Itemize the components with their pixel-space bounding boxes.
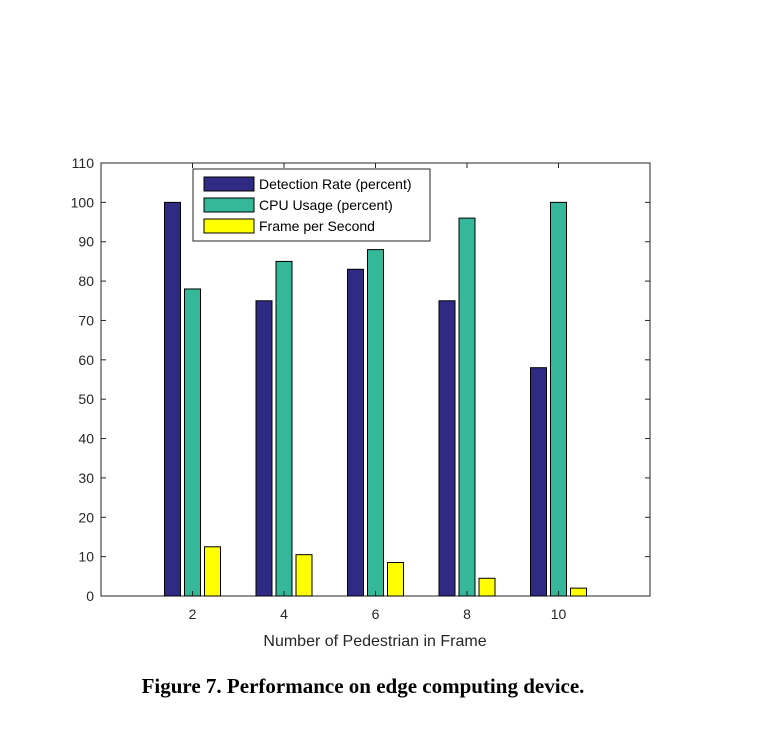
bar — [184, 288, 201, 597]
legend-swatch — [203, 176, 255, 192]
figure-caption: Figure 7. Performance on edge computing … — [141, 674, 585, 698]
y-tick-label: 60 — [78, 352, 94, 368]
x-axis: 2 4 6 8 10 — [189, 163, 567, 622]
bar — [478, 577, 496, 597]
x-tick-label: 2 — [189, 606, 197, 622]
bar — [204, 546, 221, 597]
bar — [530, 367, 547, 597]
y-tick-label: 30 — [78, 470, 94, 486]
bar — [164, 201, 181, 597]
legend-label: CPU Usage (percent) — [259, 197, 393, 213]
y-axis: 0 10 20 30 40 50 60 70 80 90 100 110 — [71, 155, 650, 604]
legend-swatch — [203, 218, 255, 234]
y-tick-label: 110 — [72, 155, 95, 171]
bar — [367, 249, 384, 597]
bar — [550, 201, 567, 597]
x-axis-title: Number of Pedestrian in Frame — [263, 633, 486, 650]
legend-label: Detection Rate (percent) — [259, 176, 412, 192]
bar — [295, 554, 313, 597]
y-tick-label: 10 — [78, 549, 94, 565]
y-tick-label: 50 — [78, 391, 94, 407]
bar-chart: 0 10 20 30 40 50 60 70 80 90 100 110 2 4 6 8 10 Number … — [71, 155, 651, 650]
legend-swatch — [203, 197, 255, 213]
bar — [347, 268, 364, 597]
y-tick-label: 0 — [86, 588, 94, 604]
bar — [275, 260, 293, 597]
bar — [387, 562, 404, 597]
x-tick-label: 4 — [280, 606, 288, 622]
legend-label: Frame per Second — [259, 218, 375, 234]
y-tick-label: 70 — [78, 312, 94, 328]
y-tick-label: 40 — [78, 431, 94, 447]
bar — [458, 217, 476, 597]
y-tick-label: 20 — [78, 509, 94, 525]
y-tick-label: 80 — [78, 273, 94, 289]
bar — [570, 587, 587, 597]
x-tick-label: 10 — [551, 606, 567, 622]
y-tick-label: 90 — [78, 234, 94, 250]
x-tick-label: 6 — [372, 606, 380, 622]
x-tick-label: 8 — [463, 606, 471, 622]
bar — [438, 300, 456, 597]
legend: Detection Rate (percent) CPU Usage (perce… — [192, 168, 431, 242]
bar — [255, 300, 273, 597]
bars-layer — [164, 201, 587, 597]
y-tick-label: 100 — [71, 194, 95, 210]
